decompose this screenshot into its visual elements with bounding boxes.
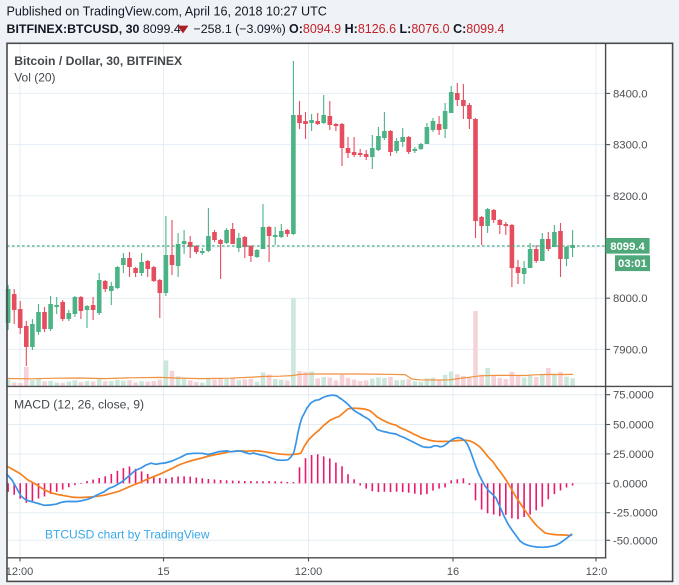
svg-text:O:8094.9 H:8126.6 L:8076.0 C:8: O:8094.9 H:8126.6 L:8076.0 C:8099.4	[289, 22, 505, 36]
svg-text:7900.0: 7900.0	[613, 344, 648, 356]
svg-text:8200.0: 8200.0	[613, 191, 648, 203]
svg-text:12:00: 12:00	[6, 566, 34, 578]
svg-text:Published on TradingView.com,: Published on TradingView.com, April 16, …	[7, 4, 327, 18]
svg-text:15: 15	[157, 566, 169, 578]
svg-text:-50.0000: -50.0000	[613, 535, 658, 547]
svg-text:0.0000: 0.0000	[613, 478, 648, 490]
svg-text:25.0000: 25.0000	[613, 449, 654, 461]
svg-text:−258.1 (−3.09%): −258.1 (−3.09%)	[194, 22, 286, 36]
svg-text:BITFINEX:BTCUSD, 30 8099.4: BITFINEX:BTCUSD, 30 8099.4	[7, 22, 181, 36]
svg-text:Vol (20): Vol (20)	[14, 71, 55, 85]
svg-text:Bitcoin / Dollar, 30, BITFINEX: Bitcoin / Dollar, 30, BITFINEX	[14, 54, 183, 68]
svg-text:8000.0: 8000.0	[613, 293, 648, 305]
svg-text:BTCUSD chart by TradingView: BTCUSD chart by TradingView	[45, 527, 210, 541]
svg-text:MACD (12, 26, close, 9): MACD (12, 26, close, 9)	[14, 397, 144, 411]
svg-text:8099.4: 8099.4	[610, 241, 645, 253]
svg-text:-25.0000: -25.0000	[613, 508, 658, 520]
svg-text:16: 16	[447, 566, 459, 578]
svg-text:12:00: 12:00	[295, 566, 323, 578]
svg-text:75.0000: 75.0000	[613, 390, 654, 402]
svg-text:8300.0: 8300.0	[613, 140, 648, 152]
svg-text:12:0: 12:0	[586, 566, 607, 578]
svg-text:8400.0: 8400.0	[613, 88, 648, 100]
svg-text:50.0000: 50.0000	[613, 420, 654, 432]
svg-text:03:01: 03:01	[618, 258, 647, 270]
